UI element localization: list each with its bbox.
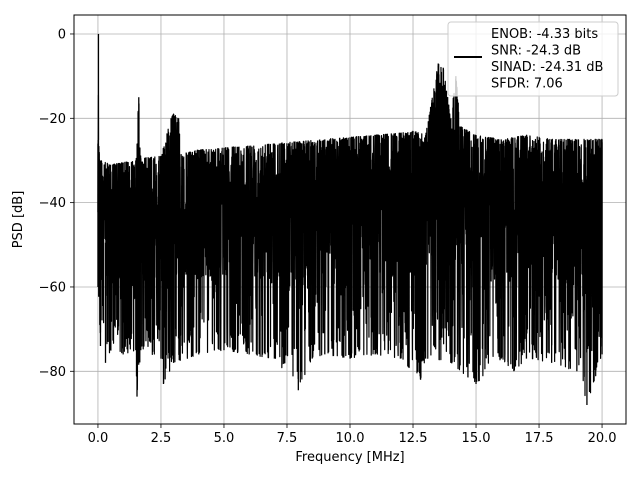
x-tick-label: 20.0 <box>588 431 617 446</box>
legend-enob: ENOB: -4.33 bits <box>491 27 598 42</box>
legend-sfdr: SFDR: 7.06 <box>491 77 563 92</box>
legend-box <box>447 21 619 97</box>
x-tick-label: 17.5 <box>525 431 554 446</box>
x-tick-label: 0.0 <box>88 431 109 446</box>
x-tick-label: 5.0 <box>214 431 235 446</box>
y-tick-label: 0 <box>58 27 66 42</box>
y-tick-label: −40 <box>39 196 66 211</box>
x-tick-label: 12.5 <box>399 431 428 446</box>
x-tick-label: 15.0 <box>462 431 491 446</box>
y-tick-label: −20 <box>39 112 66 127</box>
x-axis-label: Frequency [MHz] <box>295 450 404 465</box>
x-tick-label: 7.5 <box>277 431 298 446</box>
legend-snr: SNR: -24.3 dB <box>491 44 581 59</box>
y-tick-label: −60 <box>39 280 66 295</box>
y-tick-label: −80 <box>39 365 66 380</box>
legend-sinad: SINAD: -24.31 dB <box>491 60 603 75</box>
x-tick-label: 2.5 <box>151 431 172 446</box>
x-tick-label: 10.0 <box>336 431 365 446</box>
legend: ENOB: -4.33 bits SNR: -24.3 dB SINAD: -2… <box>447 21 619 97</box>
ticks: 0.0 2.5 5.0 7.5 10.0 12.5 15.0 17.5 20.0 0 −20 −40 −… <box>39 27 617 446</box>
y-axis-label: PSD [dB] <box>11 191 26 249</box>
